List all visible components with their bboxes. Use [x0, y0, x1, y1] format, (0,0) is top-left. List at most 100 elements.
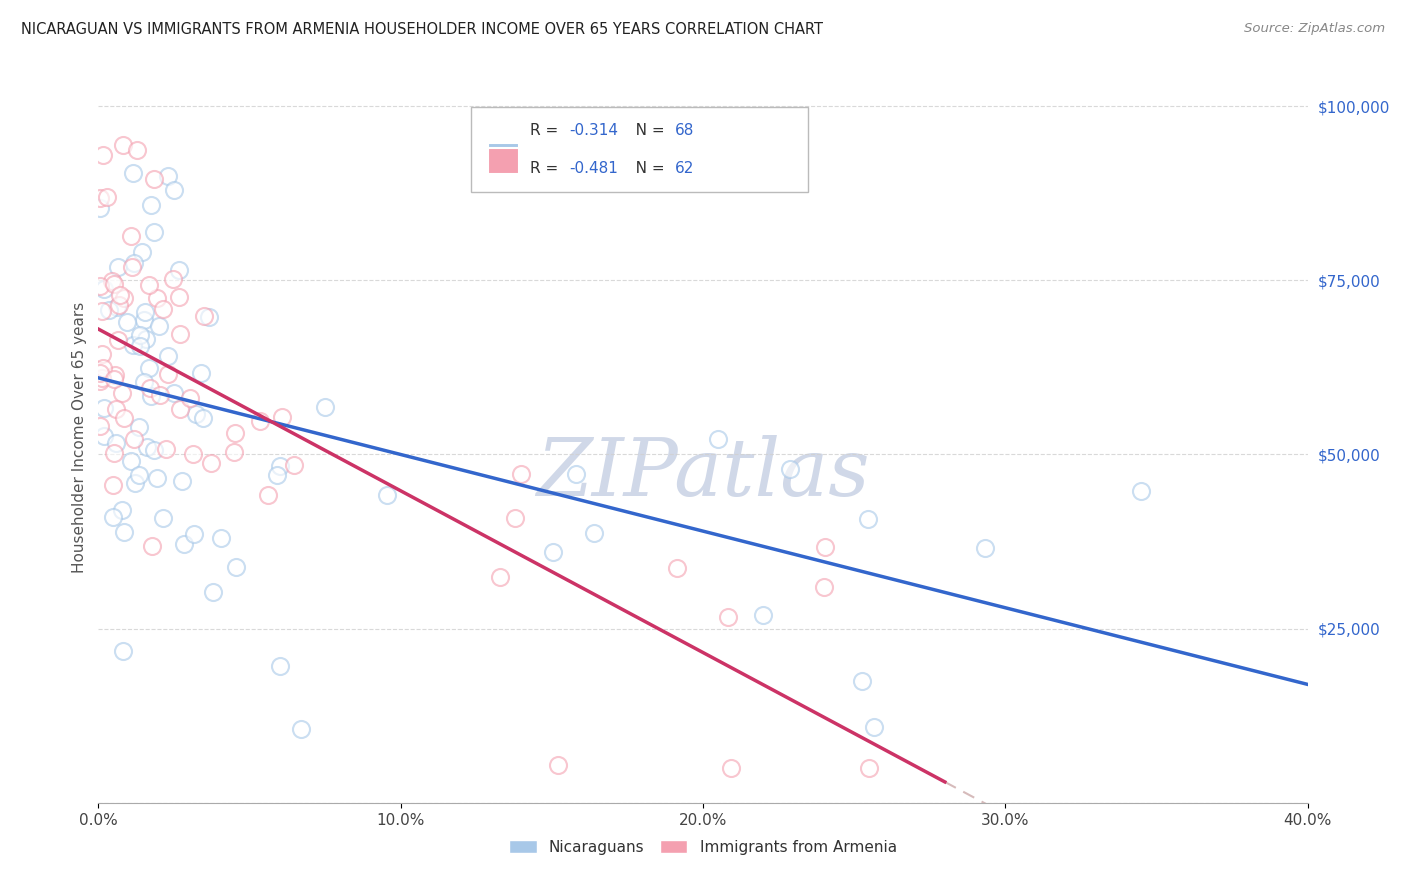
Point — [201, 585, 224, 599]
Point — [122, 256, 145, 270]
Point — [856, 512, 879, 526]
Point — [129, 339, 152, 353]
Point — [108, 298, 131, 312]
Point — [170, 475, 193, 489]
Point — [93, 429, 115, 443]
Text: Source: ZipAtlas.com: Source: ZipAtlas.com — [1244, 22, 1385, 36]
Point — [179, 391, 201, 405]
Point — [136, 440, 159, 454]
Point — [96, 190, 118, 204]
Point — [198, 310, 221, 325]
Point — [111, 386, 134, 401]
Point — [157, 368, 180, 382]
Point — [89, 374, 111, 388]
Point — [143, 225, 166, 239]
Point — [141, 539, 163, 553]
Point — [143, 442, 166, 457]
Point — [107, 333, 129, 347]
Point — [138, 361, 160, 376]
Point — [974, 541, 997, 556]
Point — [156, 169, 179, 183]
Point — [120, 228, 142, 243]
Point — [138, 381, 160, 395]
Point — [249, 414, 271, 428]
Point — [121, 260, 143, 275]
Point — [89, 418, 111, 433]
Point — [128, 327, 150, 342]
Point — [156, 349, 179, 363]
Point — [271, 410, 294, 425]
Point — [1130, 483, 1153, 498]
Text: N =: N = — [621, 123, 669, 138]
Point — [211, 531, 233, 545]
Point — [103, 446, 125, 460]
Point — [145, 291, 167, 305]
Point — [122, 432, 145, 446]
Text: N =: N = — [621, 161, 669, 176]
Point — [152, 301, 174, 316]
Point — [103, 277, 125, 291]
Point — [91, 148, 114, 162]
Point — [112, 292, 135, 306]
Point — [314, 400, 336, 414]
Point — [169, 262, 191, 277]
Text: 62: 62 — [675, 161, 695, 176]
Point — [111, 138, 134, 153]
Text: -0.481: -0.481 — [569, 161, 619, 176]
Point — [193, 410, 215, 425]
Point — [143, 171, 166, 186]
Point — [193, 310, 215, 324]
Point — [105, 300, 128, 314]
Point — [120, 454, 142, 468]
Point — [139, 389, 162, 403]
Text: ZIPatlas: ZIPatlas — [536, 435, 870, 512]
Point — [752, 607, 775, 622]
Point — [111, 502, 134, 516]
Point — [162, 272, 184, 286]
Point — [98, 303, 121, 318]
Point — [107, 260, 129, 274]
Point — [190, 366, 212, 380]
Point — [111, 644, 134, 658]
Text: R =: R = — [530, 123, 564, 138]
Point — [167, 291, 190, 305]
Point — [93, 283, 115, 297]
Point — [121, 166, 143, 180]
Point — [89, 201, 111, 215]
Point — [184, 407, 207, 421]
Point — [101, 274, 124, 288]
Point — [169, 401, 191, 416]
Point — [813, 581, 835, 595]
Point — [108, 288, 131, 302]
Point — [149, 387, 172, 401]
Point — [93, 401, 115, 415]
Text: 68: 68 — [675, 123, 695, 138]
Point — [541, 545, 564, 559]
Point — [547, 757, 569, 772]
Text: R =: R = — [530, 161, 564, 176]
Point — [101, 477, 124, 491]
Point — [91, 371, 114, 385]
Point — [163, 183, 186, 197]
Point — [124, 475, 146, 490]
Point — [720, 761, 742, 775]
Point — [104, 436, 127, 450]
Point — [103, 372, 125, 386]
Point — [181, 447, 204, 461]
Point — [565, 467, 588, 482]
Point — [851, 673, 873, 688]
Point — [509, 467, 531, 481]
Point — [173, 537, 195, 551]
Point — [146, 471, 169, 485]
Point — [90, 346, 112, 360]
Point — [224, 444, 246, 458]
Point — [200, 456, 222, 470]
Point — [152, 510, 174, 524]
Point — [135, 332, 157, 346]
Point — [105, 401, 128, 416]
Point — [115, 315, 138, 329]
Point — [814, 540, 837, 554]
Point — [138, 278, 160, 293]
Point — [134, 305, 156, 319]
Point — [103, 510, 125, 524]
